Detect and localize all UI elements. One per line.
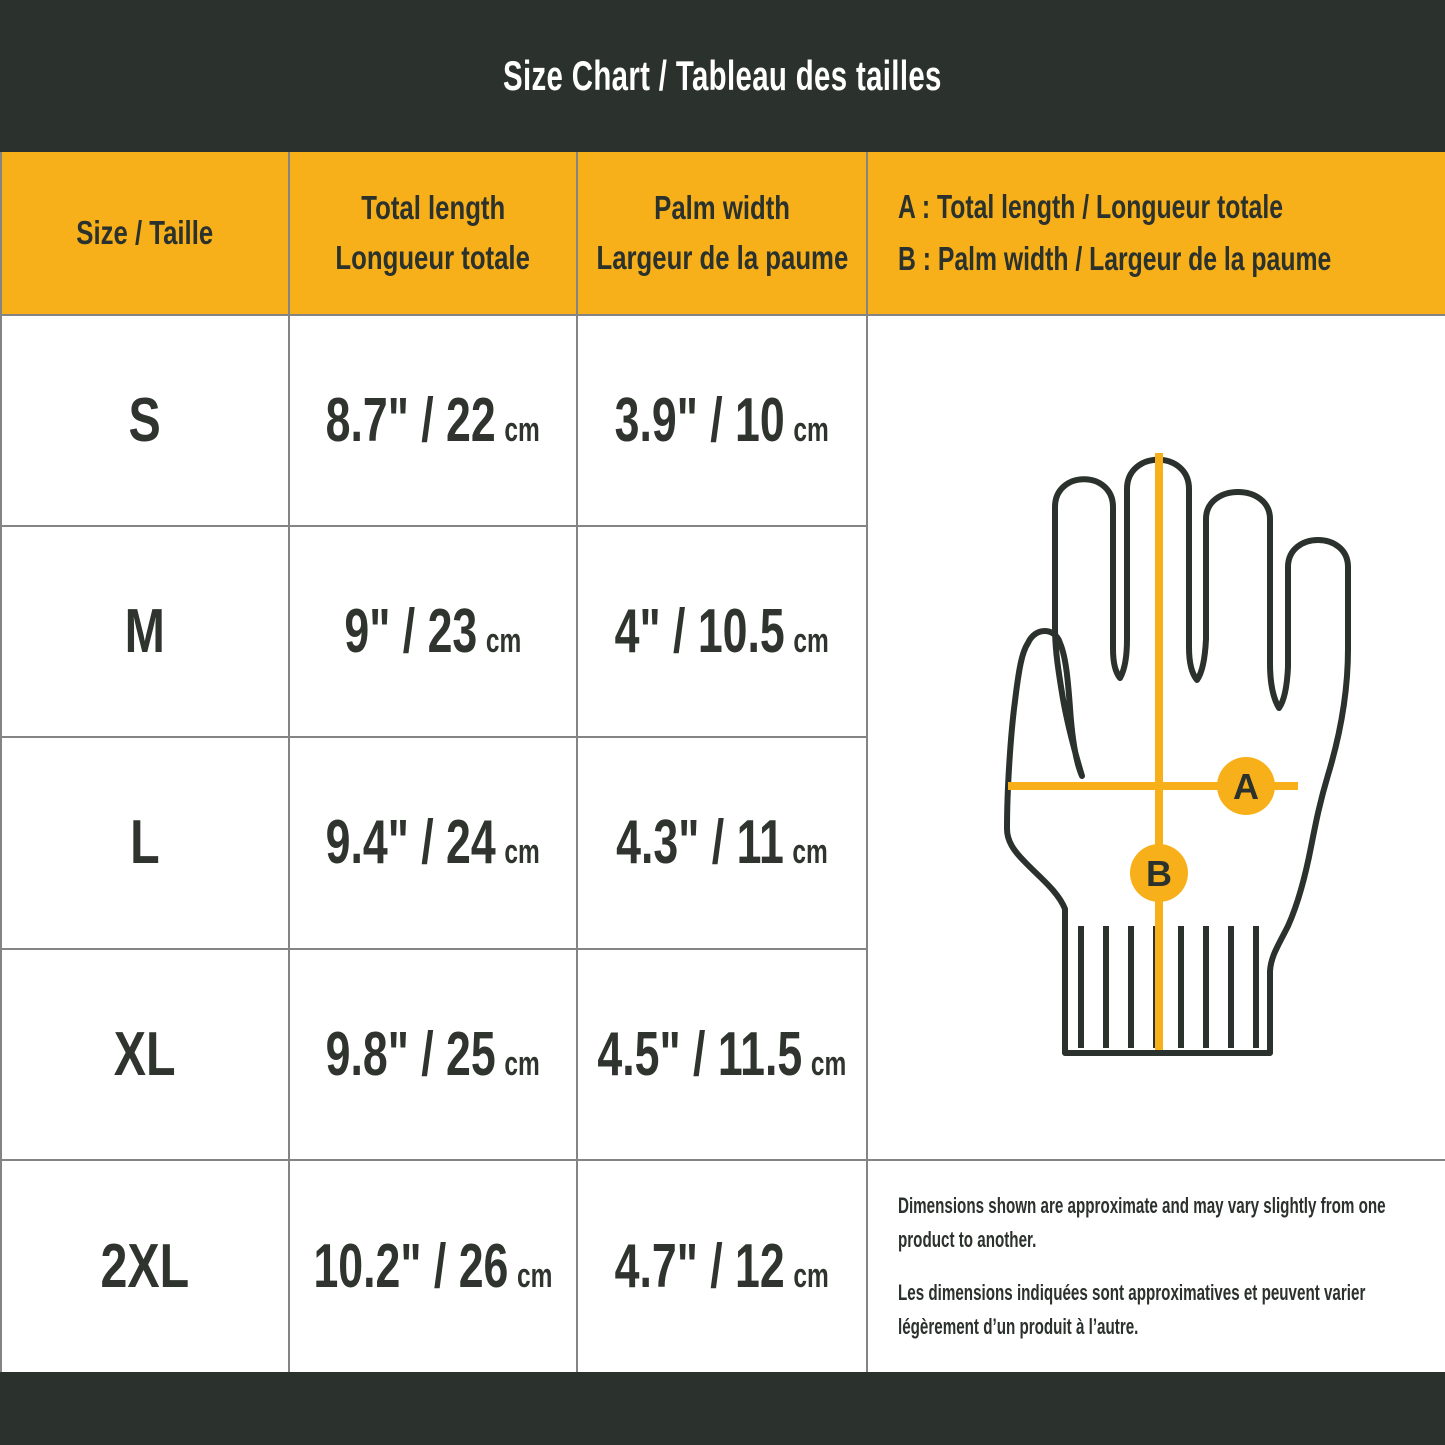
glove-diagram-cell: A B: [868, 316, 1445, 1161]
glove-diagram: A B: [1004, 453, 1351, 1056]
table-row-s-palm-width: 3.9" / 10 cm: [578, 316, 868, 528]
table-row-xl-total-length: 9.8" / 25 cm: [290, 949, 578, 1161]
table-row-xl-palm-width: 4.5" / 11.5 cm: [578, 949, 868, 1161]
size-value: L: [130, 808, 160, 878]
table-row-l-total-length: 9.4" / 24 cm: [290, 738, 578, 950]
measurement-value: 4.5" / 11.5: [597, 1019, 803, 1089]
table-row-s-total-length: 8.7" / 22 cm: [290, 316, 578, 528]
measurement-value: 9.4" / 24: [325, 808, 497, 878]
size-value: 2XL: [100, 1231, 190, 1301]
header-bar: Size Chart / Tableau des tailles: [0, 0, 1445, 152]
table-row-s-size: S: [2, 316, 290, 528]
legend-palm-width: B : Palm width / Largeur de la paume: [898, 240, 1332, 277]
column-header-size: Size / Taille: [2, 152, 290, 316]
column-header-total-length-fr: Longueur totale: [335, 239, 531, 276]
note-fr: Les dimensions indiquées sont approximat…: [898, 1279, 1366, 1339]
size-value: M: [124, 597, 166, 667]
table-row-xl-size: XL: [2, 949, 290, 1161]
measurement-unit: cm: [793, 1256, 830, 1295]
column-header-size-label: Size / Taille: [76, 214, 214, 251]
table-row-m-palm-width: 4" / 10.5 cm: [578, 527, 868, 739]
measurement-value: 10.2" / 26: [313, 1231, 509, 1301]
measurement-unit: cm: [793, 411, 830, 450]
notes-cell: Dimensions shown are approximate and may…: [868, 1160, 1445, 1372]
measurement-value: 9.8" / 25: [325, 1019, 497, 1089]
measurement-unit: cm: [811, 1044, 847, 1083]
measurement-unit: cm: [486, 622, 522, 661]
page-title: Size Chart / Tableau des tailles: [503, 52, 942, 99]
measurement-unit: cm: [504, 411, 541, 450]
column-header-total-length: Total length Longueur totale: [290, 152, 578, 316]
footer-bar: [0, 1372, 1445, 1445]
glove-outline: [1004, 456, 1351, 1056]
measurement-value: 9" / 23: [344, 597, 478, 667]
measure-label-a: A: [1233, 766, 1259, 807]
measurement-unit: cm: [517, 1256, 553, 1295]
measurement-unit: cm: [793, 622, 830, 661]
table-row-m-size: M: [2, 527, 290, 739]
legend-total-length: A : Total length / Longueur totale: [898, 188, 1283, 225]
measurement-value: 4.3" / 11: [616, 808, 784, 878]
table-row-2xl-size: 2XL: [2, 1160, 290, 1372]
table-row-l-palm-width: 4.3" / 11 cm: [578, 738, 868, 950]
column-header-legend: A : Total length / Longueur totale B : P…: [868, 152, 1445, 316]
size-table: Size / Taille Total length Longueur tota…: [0, 152, 1445, 1372]
column-header-palm-width: Palm width Largeur de la paume: [578, 152, 868, 316]
measure-point-a: [1217, 757, 1275, 815]
measure-label-b: B: [1146, 853, 1172, 894]
column-header-palm-width-en: Palm width: [654, 189, 790, 226]
measurement-unit: cm: [504, 833, 541, 872]
measurement-unit: cm: [504, 1044, 541, 1083]
column-header-palm-width-fr: Largeur de la paume: [596, 239, 848, 276]
table-row-l-size: L: [2, 738, 290, 950]
note-en: Dimensions shown are approximate and may…: [898, 1192, 1386, 1252]
measure-point-b: [1130, 844, 1188, 902]
table-row-m-total-length: 9" / 23 cm: [290, 527, 578, 739]
measurement-value: 8.7" / 22: [325, 386, 497, 456]
size-value: S: [128, 386, 162, 456]
measurement-value: 3.9" / 10: [614, 386, 786, 456]
table-row-2xl-palm-width: 4.7" / 12 cm: [578, 1160, 868, 1372]
measurement-value: 4" / 10.5: [614, 597, 786, 667]
table-row-2xl-total-length: 10.2" / 26 cm: [290, 1160, 578, 1372]
measurement-unit: cm: [792, 833, 828, 872]
measurement-value: 4.7" / 12: [614, 1231, 786, 1301]
size-value: XL: [114, 1019, 176, 1089]
column-header-total-length-en: Total length: [361, 189, 505, 226]
